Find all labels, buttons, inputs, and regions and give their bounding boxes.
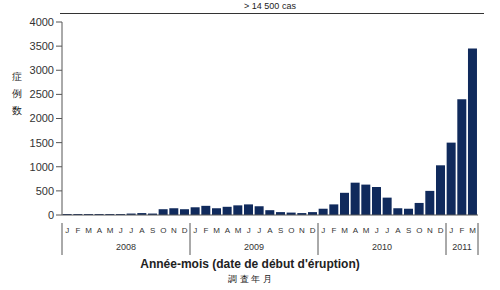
svg-text:J: J (247, 226, 251, 235)
svg-text:F: F (76, 226, 81, 235)
svg-text:M: M (469, 226, 476, 235)
svg-text:O: O (288, 226, 294, 235)
svg-text:F: F (460, 226, 465, 235)
svg-text:M: M (107, 226, 114, 235)
svg-text:D: D (310, 226, 316, 235)
svg-text:A: A (225, 226, 231, 235)
html-text:Année-mois (date de début d'ér: Année-mois (date de début d'éruption) (140, 257, 360, 271)
svg-text:2500: 2500 (30, 88, 54, 100)
svg-text:J: J (119, 226, 123, 235)
svg-text:J: J (193, 226, 197, 235)
svg-text:O: O (160, 226, 166, 235)
html-text:調 査 年 月: 調 査 年 月 (228, 274, 272, 284)
svg-text:2011: 2011 (452, 242, 471, 252)
svg-text:O: O (416, 226, 422, 235)
svg-text:A: A (97, 226, 103, 235)
svg-text:S: S (150, 226, 155, 235)
svg-text:A: A (395, 226, 401, 235)
svg-text:4000: 4000 (30, 16, 54, 28)
svg-text:D: D (182, 226, 188, 235)
svg-text:N: N (427, 226, 433, 235)
svg-text:J: J (375, 226, 379, 235)
svg-text:3500: 3500 (30, 40, 54, 52)
svg-text:M: M (213, 226, 220, 235)
svg-text:A: A (139, 226, 145, 235)
svg-text:J: J (385, 226, 389, 235)
svg-text:J: J (449, 226, 453, 235)
svg-text:N: N (299, 226, 305, 235)
svg-text:A: A (353, 226, 359, 235)
svg-text:S: S (406, 226, 411, 235)
html-text:症: 症 (12, 71, 22, 82)
svg-text:N: N (171, 226, 177, 235)
svg-text:3000: 3000 (30, 64, 54, 76)
html-text:数: 数 (12, 105, 22, 116)
svg-text:2008: 2008 (116, 242, 136, 252)
svg-text:D: D (438, 226, 444, 235)
svg-text:J: J (257, 226, 261, 235)
svg-text:1500: 1500 (30, 137, 54, 149)
html-text:例: 例 (12, 88, 22, 99)
svg-text:2009: 2009 (244, 242, 264, 252)
svg-text:S: S (278, 226, 283, 235)
svg-text:M: M (235, 226, 242, 235)
svg-text:M: M (85, 226, 92, 235)
svg-text:J: J (321, 226, 325, 235)
svg-text:1000: 1000 (30, 161, 54, 173)
svg-text:J: J (65, 226, 69, 235)
svg-text:0: 0 (48, 209, 54, 221)
svg-text:M: M (363, 226, 370, 235)
svg-text:2010: 2010 (372, 242, 392, 252)
svg-text:F: F (204, 226, 209, 235)
svg-text:500: 500 (36, 185, 54, 197)
html-text:> 14 500 cas: > 14 500 cas (244, 1, 296, 11)
svg-text:2000: 2000 (30, 112, 54, 124)
svg-text:A: A (267, 226, 273, 235)
svg-text:M: M (341, 226, 348, 235)
svg-text:J: J (129, 226, 133, 235)
svg-text:F: F (332, 226, 337, 235)
